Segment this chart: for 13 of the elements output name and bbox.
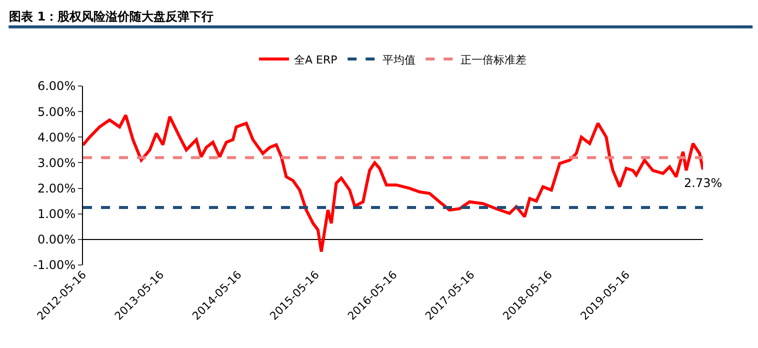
chart-title: 图表 1：股权风险溢价随大盘反弹下行	[9, 10, 214, 24]
annotation: 2.73%	[684, 176, 722, 190]
legend-label: 全A ERP	[294, 53, 338, 66]
y-tick-label: -1.00%	[33, 258, 76, 272]
y-tick-label: 1.00%	[37, 207, 76, 222]
y-tick-label: 6.00%	[37, 79, 76, 94]
y-tick-label: 5.00%	[37, 104, 76, 119]
y-tick-label: 3.00%	[37, 156, 76, 170]
legend-label: 正一倍标准差	[460, 53, 527, 66]
y-tick-label: 0.00%	[37, 232, 76, 247]
legend-label: 平均值	[382, 53, 416, 66]
y-tick-label: 2.00%	[37, 181, 76, 196]
y-tick-label: 4.00%	[37, 130, 76, 144]
